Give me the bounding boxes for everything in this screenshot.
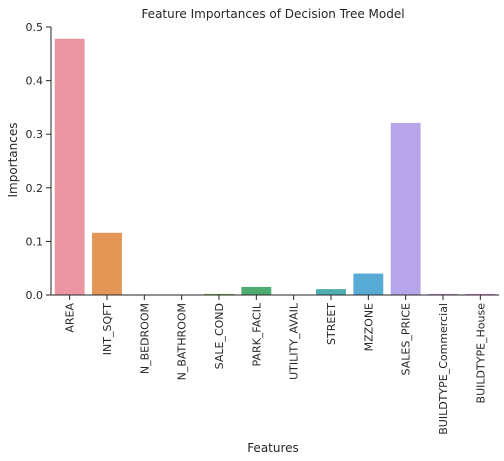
y-tick-label: 0.1 [26, 235, 44, 248]
y-tick-label: 0.3 [26, 128, 44, 141]
bar-street [316, 289, 346, 295]
x-tick-label: N_BATHROOM [176, 303, 189, 380]
x-tick-label: STREET [325, 303, 338, 345]
x-tick-label: BUILDTYPE_Commercial [437, 303, 450, 435]
x-axis-ticks: AREA INT_SQFT N_BEDROOM N_BATHROOM SALE_COND… [64, 295, 487, 435]
bar-sales_price [390, 122, 421, 295]
bar-sale_cond [204, 293, 234, 295]
x-tick-label: AREA [64, 303, 77, 333]
bars-group [54, 38, 496, 296]
bar-int_sqft [92, 232, 122, 295]
x-tick-label: SALE_COND [213, 303, 226, 369]
x-tick-label: BUILDTYPE_House [474, 303, 487, 404]
bar-area [54, 38, 85, 296]
x-tick-label: UTILITY_AVAIL [288, 302, 301, 380]
x-tick-label: PARK_FACIL [250, 302, 263, 366]
chart-title: Feature Importances of Decision Tree Mod… [141, 7, 404, 21]
bar-mzzone [353, 273, 384, 295]
bar-buildtype_commercial [428, 293, 458, 295]
bar-park_facil [241, 286, 272, 295]
x-tick-label: MZZONE [362, 303, 375, 351]
y-axis-ticks: 0.0 0.1 0.2 0.3 0.4 0.5 [26, 21, 51, 302]
y-tick-label: 0.5 [26, 21, 44, 34]
y-tick-label: 0.0 [26, 289, 44, 302]
x-tick-label: N_BEDROOM [138, 303, 151, 374]
x-tick-label: SALES_PRICE [400, 303, 413, 375]
bar-buildtype_house [465, 293, 496, 295]
y-axis-label: Importances [6, 122, 20, 197]
x-axis-label: Features [247, 441, 299, 455]
x-tick-label: INT_SQFT [101, 303, 114, 355]
y-tick-label: 0.2 [26, 182, 44, 195]
y-tick-label: 0.4 [26, 75, 44, 88]
